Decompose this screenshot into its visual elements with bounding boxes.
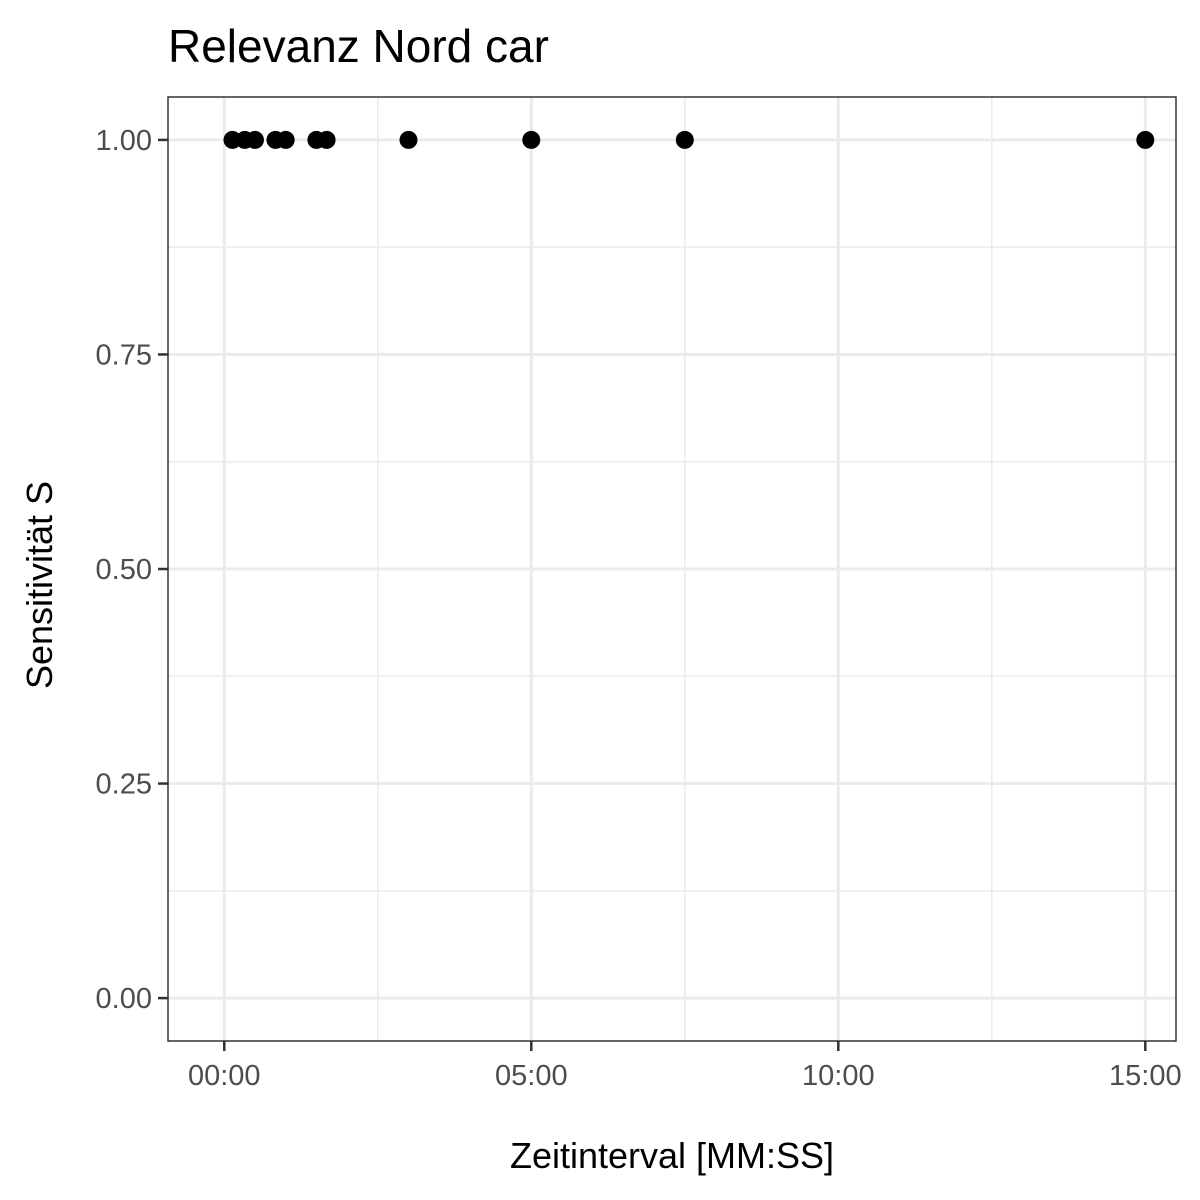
x-axis-ticks: 00:00 05:00 10:00 15:00 [188,1041,1182,1092]
data-point [522,130,541,149]
data-point [245,130,264,149]
y-axis-ticks: 0.00 0.25 0.50 0.75 1.00 [96,125,168,1015]
x-axis-title: Zeitinterval [MM:SS] [510,1135,834,1176]
y-tick-label: 1.00 [96,125,152,157]
data-points [223,130,1155,149]
x-tick-label: 15:00 [1109,1060,1182,1092]
x-tick-label: 00:00 [188,1060,261,1092]
data-point [317,130,336,149]
x-tick-label: 05:00 [495,1060,568,1092]
y-tick-label: 0.50 [96,554,152,586]
x-tick-label: 10:00 [802,1060,875,1092]
y-tick-label: 0.00 [96,983,152,1015]
data-point [399,130,418,149]
y-axis-title: Sensitivität S [19,481,60,689]
chart-title: Relevanz Nord car [168,20,549,72]
data-point [1136,130,1155,149]
data-point [276,130,295,149]
major-gridlines [168,97,1176,1041]
y-tick-label: 0.25 [96,769,152,801]
y-tick-label: 0.75 [96,339,152,371]
data-point [675,130,694,149]
